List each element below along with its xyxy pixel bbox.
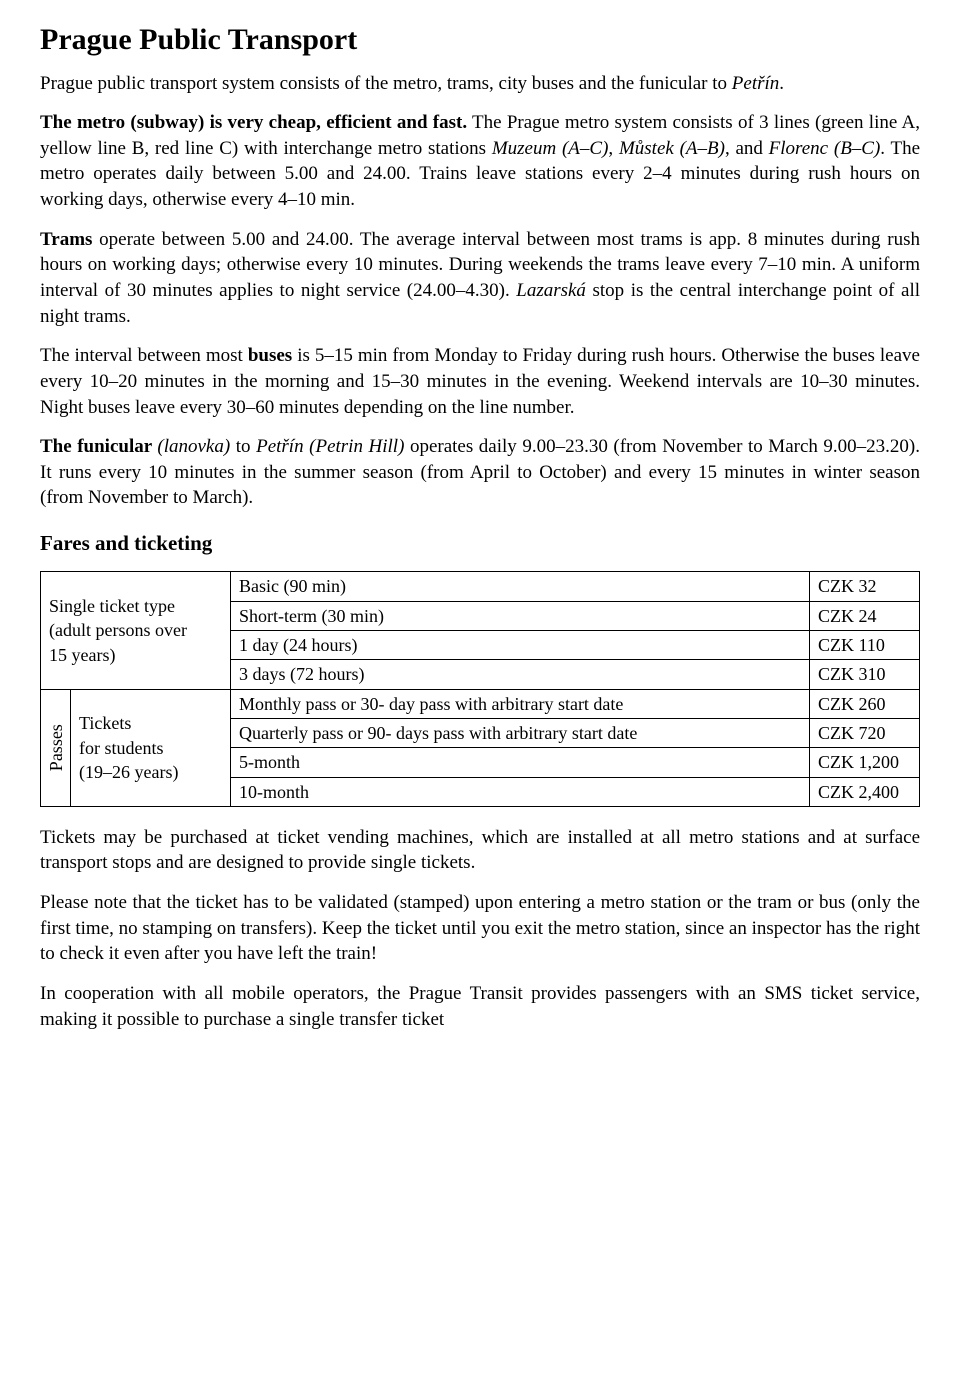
intro-paragraph: Prague public transport system consists … bbox=[40, 71, 920, 97]
students-l2: for students bbox=[79, 736, 222, 760]
fare-price: CZK 2,400 bbox=[810, 777, 920, 806]
trams-lazarska: Lazarská bbox=[516, 280, 586, 301]
buses-lead: buses bbox=[248, 345, 292, 366]
fare-price: CZK 24 bbox=[810, 601, 920, 630]
funicular-paragraph: The funicular (lanovka) to Petřín (Petri… bbox=[40, 434, 920, 511]
funicular-petrin: Petřín (Petrin Hill) bbox=[256, 436, 404, 457]
intro-end: . bbox=[779, 73, 784, 94]
fare-price: CZK 1,200 bbox=[810, 748, 920, 777]
fare-desc: 10-month bbox=[231, 777, 810, 806]
funicular-lead: The funicular bbox=[40, 436, 157, 457]
trams-paragraph: Trams operate between 5.00 and 24.00. Th… bbox=[40, 227, 920, 330]
fare-price: CZK 32 bbox=[810, 572, 920, 601]
funicular-lanovka: (lanovka) bbox=[157, 436, 230, 457]
after-paragraph-3: In cooperation with all mobile operators… bbox=[40, 981, 920, 1032]
after-paragraph-1: Tickets may be purchased at ticket vendi… bbox=[40, 825, 920, 876]
single-label-l1: Single ticket type bbox=[49, 594, 222, 618]
table-row: Single ticket type (adult persons over 1… bbox=[41, 572, 920, 601]
single-label-l3: 15 years) bbox=[49, 643, 222, 667]
fare-desc: 3 days (72 hours) bbox=[231, 660, 810, 689]
fare-price: CZK 310 bbox=[810, 660, 920, 689]
fare-price: CZK 110 bbox=[810, 631, 920, 660]
intro-petrin: Petřín bbox=[732, 73, 780, 94]
buses-text-a: The interval between most bbox=[40, 345, 248, 366]
students-label-cell: Tickets for students (19–26 years) bbox=[71, 689, 231, 806]
fares-heading: Fares and ticketing bbox=[40, 529, 920, 557]
passes-label-cell: Passes bbox=[41, 689, 71, 806]
page-title: Prague Public Transport bbox=[40, 20, 920, 61]
students-l3: (19–26 years) bbox=[79, 760, 222, 784]
metro-text-b: , bbox=[608, 138, 619, 159]
single-ticket-type-cell: Single ticket type (adult persons over 1… bbox=[41, 572, 231, 689]
single-label-l2: (adult persons over bbox=[49, 618, 222, 642]
metro-station-florenc: Florenc (B–C) bbox=[769, 138, 881, 159]
buses-paragraph: The interval between most buses is 5–15 … bbox=[40, 343, 920, 420]
fare-desc: Monthly pass or 30- day pass with arbitr… bbox=[231, 689, 810, 718]
metro-station-mustek: Můstek (A–B) bbox=[619, 138, 725, 159]
fares-table: Single ticket type (adult persons over 1… bbox=[40, 571, 920, 806]
fare-desc: 5-month bbox=[231, 748, 810, 777]
metro-station-muzeum: Muzeum (A–C) bbox=[492, 138, 609, 159]
fare-desc: Quarterly pass or 90- days pass with arb… bbox=[231, 718, 810, 747]
funicular-text-a: to bbox=[230, 436, 256, 457]
fare-price: CZK 720 bbox=[810, 718, 920, 747]
students-l1: Tickets bbox=[79, 711, 222, 735]
intro-text: Prague public transport system consists … bbox=[40, 73, 732, 94]
fare-desc: 1 day (24 hours) bbox=[231, 631, 810, 660]
metro-paragraph: The metro (subway) is very cheap, effici… bbox=[40, 110, 920, 213]
after-paragraph-2: Please note that the ticket has to be va… bbox=[40, 890, 920, 967]
metro-lead: The metro (subway) is very cheap, effici… bbox=[40, 112, 467, 133]
fare-price: CZK 260 bbox=[810, 689, 920, 718]
fare-desc: Basic (90 min) bbox=[231, 572, 810, 601]
table-row: Passes Tickets for students (19–26 years… bbox=[41, 689, 920, 718]
fare-desc: Short-term (30 min) bbox=[231, 601, 810, 630]
metro-text-c: , and bbox=[725, 138, 769, 159]
trams-lead: Trams bbox=[40, 229, 92, 250]
